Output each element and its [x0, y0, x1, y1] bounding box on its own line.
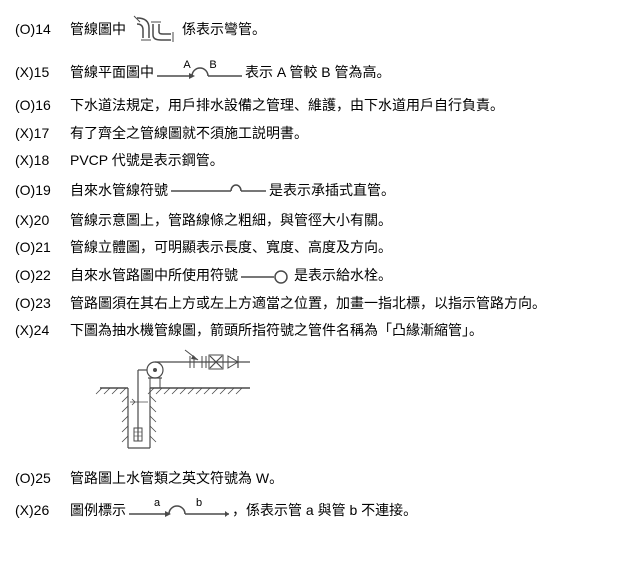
q19-text-post: 是表示承插式直管。 [269, 181, 395, 201]
straight-pipe-socket-icon [171, 179, 266, 203]
q21-number: (O)21 [15, 238, 70, 258]
q19-number: (O)19 [15, 181, 70, 201]
q22-content: 自來水管路圖中所使用符號 是表示給水栓。 [70, 266, 625, 286]
question-21: (O)21 管線立體圖，可明顯表示長度、寬度、高度及方向。 [15, 238, 625, 258]
q14-text-pre: 管線圖中 [70, 20, 126, 40]
q15-content: 管線平面圖中 A B 表示 A 管較 B 管為高。 [70, 58, 625, 88]
question-16: (O)16 下水道法規定，用戶排水設備之管理、維護，由下水道用戶自行負責。 [15, 96, 625, 116]
q14-content: 管線圖中 係表示彎管。 [70, 10, 625, 50]
question-24: (X)24 下圖為抽水機管線圖，箭頭所指符號之管件名稱為「凸緣漸縮管」。 [15, 321, 625, 341]
q15-text-pre: 管線平面圖中 [70, 63, 154, 83]
question-25: (O)25 管路圖上水管類之英文符號為 W。 [15, 469, 625, 489]
question-23: (O)23 管路圖須在其右上方或左上方適當之位置，加畫一指北標，以指示管路方向。 [15, 294, 625, 314]
q17-content: 有了齊全之管線圖就不須施工説明書。 [70, 124, 625, 144]
q15-text-post: 表示 A 管較 B 管為高。 [245, 63, 390, 83]
q20-content: 管線示意圖上，管路線條之粗細，與管徑大小有關。 [70, 211, 625, 231]
q18-number: (X)18 [15, 151, 70, 171]
q26-number: (X)26 [15, 501, 70, 521]
q15-number: (X)15 [15, 63, 70, 83]
q25-text: 管路圖上水管類之英文符號為 W。 [70, 469, 283, 489]
q14-number: (O)14 [15, 20, 70, 40]
q16-number: (O)16 [15, 96, 70, 116]
label-b-lower: b [196, 497, 202, 509]
q22-text-pre: 自來水管路圖中所使用符號 [70, 266, 238, 286]
q24-number: (X)24 [15, 321, 70, 341]
q19-text-pre: 自來水管線符號 [70, 181, 168, 201]
label-b: B [209, 59, 216, 71]
pipe-crossing-ab-lowercase-icon: a b [129, 496, 229, 524]
q17-text: 有了齊全之管線圖就不須施工説明書。 [70, 124, 308, 144]
q25-content: 管路圖上水管類之英文符號為 W。 [70, 469, 625, 489]
q26-content: 圖例標示 a b ，係表示管 a 與管 b 不連接。 [70, 496, 625, 524]
q18-content: PVCP 代號是表示鋼管。 [70, 151, 625, 171]
q21-content: 管線立體圖，可明顯表示長度、寬度、高度及方向。 [70, 238, 625, 258]
q20-number: (X)20 [15, 211, 70, 231]
q20-text: 管線示意圖上，管路線條之粗細，與管徑大小有關。 [70, 211, 392, 231]
water-valve-icon [241, 267, 291, 285]
pipe-crossing-ab-icon: A B [157, 58, 242, 88]
q21-text: 管線立體圖，可明顯表示長度、寬度、高度及方向。 [70, 238, 392, 258]
q14-text-post: 係表示彎管。 [182, 20, 266, 40]
q19-content: 自來水管線符號 是表示承插式直管。 [70, 179, 625, 203]
q23-number: (O)23 [15, 294, 70, 314]
q22-text-post: 是表示給水栓。 [294, 266, 392, 286]
q22-number: (O)22 [15, 266, 70, 286]
question-14: (O)14 管線圖中 係表示彎管。 [15, 10, 625, 50]
q24-content: 下圖為抽水機管線圖，箭頭所指符號之管件名稱為「凸緣漸縮管」。 [70, 321, 625, 341]
question-17: (X)17 有了齊全之管線圖就不須施工説明書。 [15, 124, 625, 144]
q18-text: PVCP 代號是表示鋼管。 [70, 151, 224, 171]
q23-text: 管路圖須在其右上方或左上方適當之位置，加畫一指北標，以指示管路方向。 [70, 294, 546, 314]
question-18: (X)18 PVCP 代號是表示鋼管。 [15, 151, 625, 171]
question-22: (O)22 自來水管路圖中所使用符號 是表示給水栓。 [15, 266, 625, 286]
q26-text-pre: 圖例標示 [70, 501, 126, 521]
question-20: (X)20 管線示意圖上，管路線條之粗細，與管徑大小有關。 [15, 211, 625, 231]
q24-text: 下圖為抽水機管線圖，箭頭所指符號之管件名稱為「凸緣漸縮管」。 [70, 321, 483, 341]
q16-content: 下水道法規定，用戶排水設備之管理、維護，由下水道用戶自行負責。 [70, 96, 625, 116]
q25-number: (O)25 [15, 469, 70, 489]
pump-piping-diagram [90, 346, 625, 459]
q26-text-post: ，係表示管 a 與管 b 不連接。 [232, 501, 417, 521]
q16-text: 下水道法規定，用戶排水設備之管理、維護，由下水道用戶自行負責。 [70, 96, 504, 116]
elbow-pipe-icon [129, 10, 179, 50]
question-19: (O)19 自來水管線符號 是表示承插式直管。 [15, 179, 625, 203]
q23-content: 管路圖須在其右上方或左上方適當之位置，加畫一指北標，以指示管路方向。 [70, 294, 625, 314]
question-26: (X)26 圖例標示 a b ，係表示管 a 與管 b 不連接。 [15, 496, 625, 524]
label-a: A [183, 59, 191, 71]
label-a-lower: a [154, 497, 161, 509]
q17-number: (X)17 [15, 124, 70, 144]
question-15: (X)15 管線平面圖中 A B 表示 A 管較 B 管為高。 [15, 58, 625, 88]
